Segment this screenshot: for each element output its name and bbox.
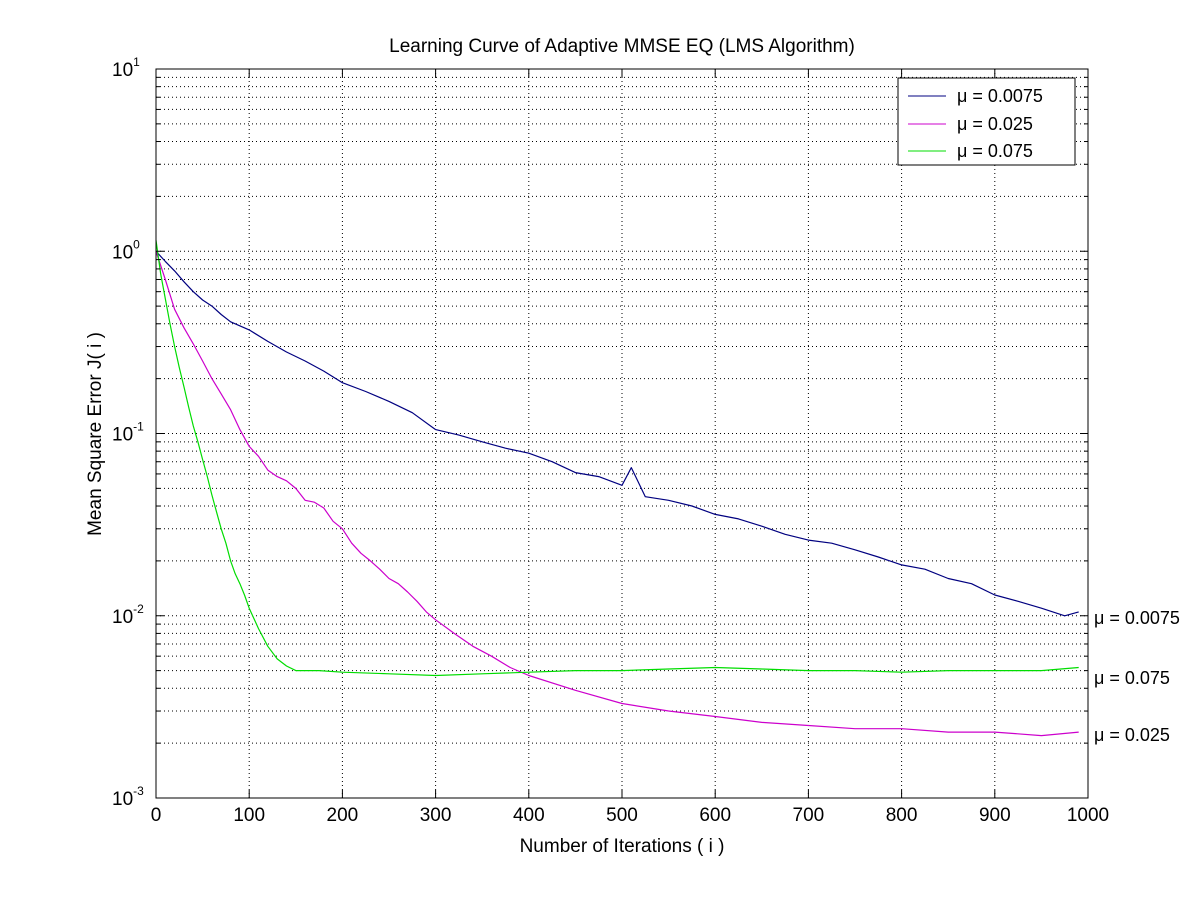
tick-marks — [155, 68, 1089, 799]
x-tick-label: 1000 — [1067, 805, 1109, 826]
x-axis-label: Number of Iterations ( i ) — [520, 836, 725, 857]
y-axis-label: Mean Square Error J( i ) — [85, 332, 106, 536]
x-tick-label: 0 — [151, 805, 162, 826]
x-tick-label: 700 — [793, 805, 825, 826]
legend-label-mu-0075: μ = 0.0075 — [957, 86, 1043, 106]
series-lines — [155, 240, 1079, 737]
x-tick-label: 800 — [886, 805, 918, 826]
chart-title: Learning Curve of Adaptive MMSE EQ (LMS … — [389, 36, 855, 57]
series-line-2 — [155, 240, 1079, 677]
legend-label-mu-025: μ = 0.025 — [957, 114, 1033, 134]
annotation-mu-0075: μ = 0.0075 — [1094, 608, 1180, 628]
y-tick-label: 10-1 — [112, 420, 144, 446]
y-tick-label: 10-3 — [112, 784, 144, 810]
legend-label-mu-075: μ = 0.075 — [957, 141, 1033, 161]
annotation-mu-075: μ = 0.075 — [1094, 668, 1170, 688]
y-tick-labels: 10-3 10-2 10-1 100 101 — [112, 55, 144, 810]
series-line-0 — [155, 250, 1079, 617]
x-tick-label: 200 — [327, 805, 359, 826]
x-tick-label: 900 — [979, 805, 1011, 826]
y-tick-label: 10-2 — [112, 602, 144, 628]
y-tick-label: 101 — [112, 55, 140, 81]
x-tick-label: 300 — [420, 805, 452, 826]
y-tick-label: 100 — [112, 237, 140, 263]
x-tick-label: 500 — [606, 805, 638, 826]
series-line-1 — [155, 251, 1079, 737]
x-tick-labels: 0 100 200 300 400 500 600 700 800 900 1000 — [151, 805, 1109, 826]
annotation-mu-025: μ = 0.025 — [1094, 725, 1170, 745]
x-tick-label: 400 — [513, 805, 545, 826]
x-tick-label: 600 — [699, 805, 731, 826]
x-tick-label: 100 — [233, 805, 265, 826]
legend: μ = 0.0075 μ = 0.025 μ = 0.075 — [897, 77, 1076, 166]
